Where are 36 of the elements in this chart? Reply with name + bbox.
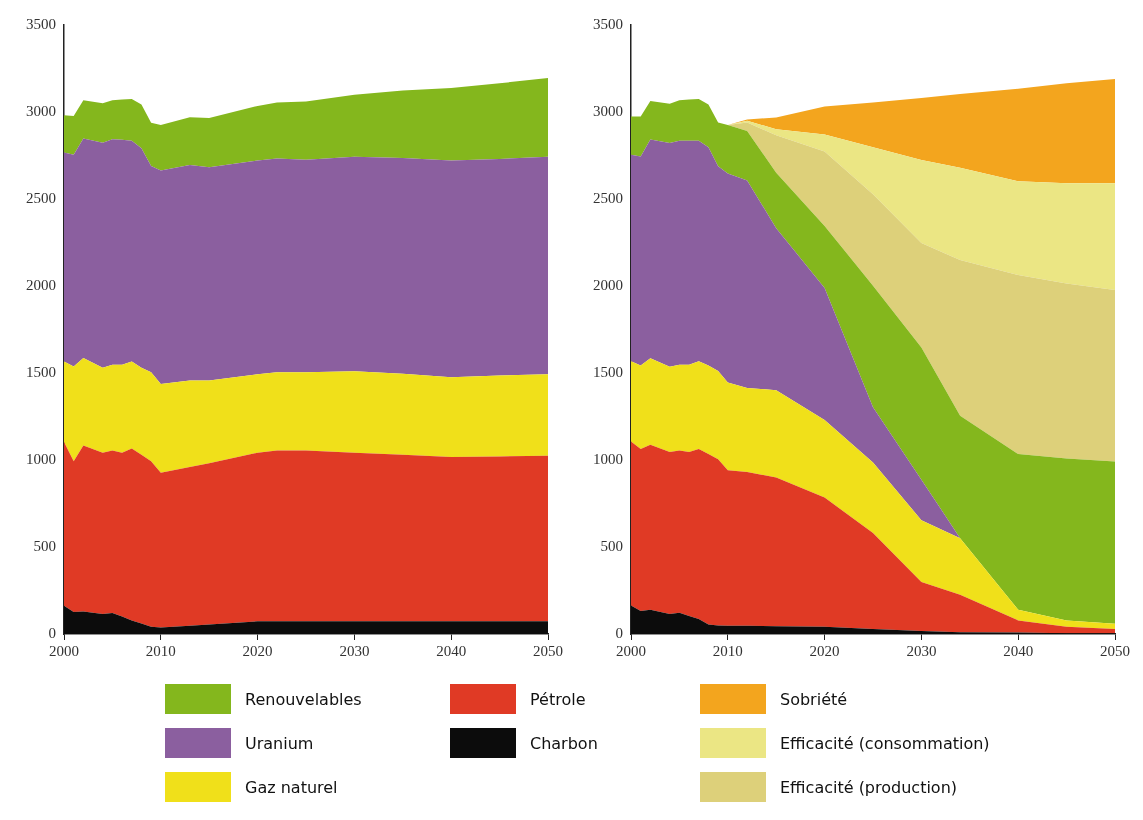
y-tick-label: 500 <box>33 537 56 554</box>
y-tick-label: 2500 <box>593 189 623 206</box>
legend-label: Gaz naturel <box>245 777 338 797</box>
x-tick-label: 2030 <box>906 642 937 659</box>
y-tick-label: 0 <box>48 624 56 641</box>
x-tick-label: 2020 <box>242 642 273 659</box>
x-tick-label: 2000 <box>616 642 646 659</box>
legend-label: Efficacité (consommation) <box>780 733 990 753</box>
legend-label: Uranium <box>245 733 314 753</box>
legend-label: Renouvelables <box>245 689 362 709</box>
y-tick-label: 2500 <box>26 189 56 206</box>
y-tick-label: 500 <box>600 537 623 554</box>
legend-label: Efficacité (production) <box>780 777 958 797</box>
y-tick-label: 1500 <box>593 363 623 380</box>
x-tick-label: 2000 <box>49 642 79 659</box>
legend-label: Sobriété <box>780 689 848 709</box>
x-tick-label: 2010 <box>145 642 176 659</box>
y-tick-label: 1000 <box>593 450 623 467</box>
y-tick-label: 2000 <box>593 276 623 293</box>
legend-label: Charbon <box>530 733 598 753</box>
x-tick-label: 2020 <box>809 642 840 659</box>
y-tick-label: 2000 <box>26 276 56 293</box>
x-tick-label: 2050 <box>1100 642 1130 659</box>
x-tick-label: 2050 <box>533 642 563 659</box>
y-tick-label: 3500 <box>593 15 623 32</box>
x-tick-label: 2010 <box>712 642 743 659</box>
x-tick-label: 2030 <box>339 642 370 659</box>
y-tick-label: 3000 <box>593 102 623 119</box>
x-tick-label: 2040 <box>1003 642 1034 659</box>
y-tick-label: 3000 <box>26 102 56 119</box>
y-tick-label: 1000 <box>26 450 56 467</box>
y-tick-label: 3500 <box>26 15 56 32</box>
y-tick-label: 0 <box>615 624 623 641</box>
y-tick-label: 1500 <box>26 363 56 380</box>
x-tick-label: 2040 <box>436 642 467 659</box>
legend-label: Pétrole <box>530 689 586 709</box>
